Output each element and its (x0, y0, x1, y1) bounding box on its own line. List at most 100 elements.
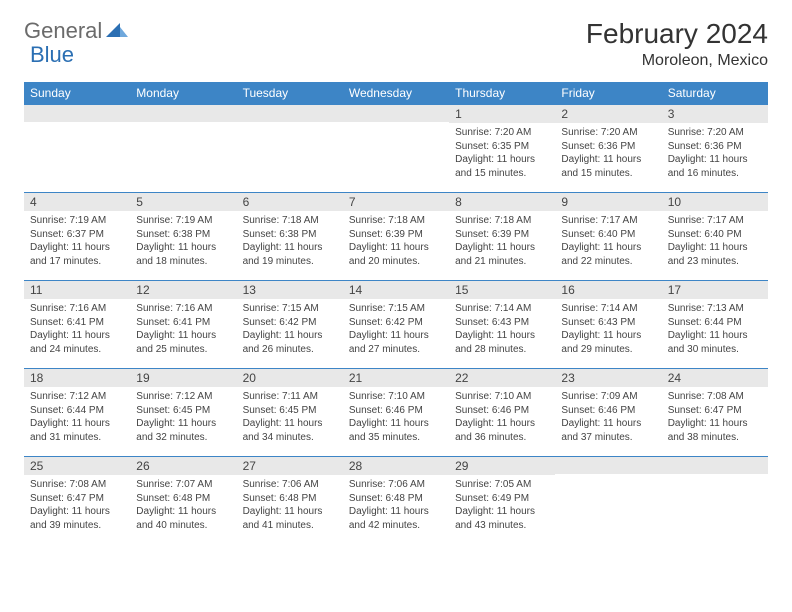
week-row: 18Sunrise: 7:12 AMSunset: 6:44 PMDayligh… (24, 369, 768, 457)
day-number: 25 (24, 457, 130, 475)
day-body: Sunrise: 7:15 AMSunset: 6:42 PMDaylight:… (237, 299, 343, 359)
day-cell: 10Sunrise: 7:17 AMSunset: 6:40 PMDayligh… (662, 193, 768, 281)
dow-cell: Thursday (449, 82, 555, 105)
day-body: Sunrise: 7:16 AMSunset: 6:41 PMDaylight:… (130, 299, 236, 359)
day-number: 13 (237, 281, 343, 299)
day-number: 24 (662, 369, 768, 387)
day-number: 21 (343, 369, 449, 387)
day-cell: 19Sunrise: 7:12 AMSunset: 6:45 PMDayligh… (130, 369, 236, 457)
day-cell: 9Sunrise: 7:17 AMSunset: 6:40 PMDaylight… (555, 193, 661, 281)
week-row: 11Sunrise: 7:16 AMSunset: 6:41 PMDayligh… (24, 281, 768, 369)
day-number: 29 (449, 457, 555, 475)
day-cell: 7Sunrise: 7:18 AMSunset: 6:39 PMDaylight… (343, 193, 449, 281)
day-number: 28 (343, 457, 449, 475)
dow-cell: Tuesday (237, 82, 343, 105)
day-cell: 17Sunrise: 7:13 AMSunset: 6:44 PMDayligh… (662, 281, 768, 369)
header: General February 2024 Moroleon, Mexico (24, 18, 768, 70)
day-cell: 21Sunrise: 7:10 AMSunset: 6:46 PMDayligh… (343, 369, 449, 457)
day-number: 16 (555, 281, 661, 299)
day-body: Sunrise: 7:20 AMSunset: 6:36 PMDaylight:… (555, 123, 661, 183)
day-body: Sunrise: 7:08 AMSunset: 6:47 PMDaylight:… (24, 475, 130, 535)
day-cell: 25Sunrise: 7:08 AMSunset: 6:47 PMDayligh… (24, 457, 130, 545)
empty-daynum-bar (237, 105, 343, 122)
day-body: Sunrise: 7:08 AMSunset: 6:47 PMDaylight:… (662, 387, 768, 447)
day-number: 18 (24, 369, 130, 387)
day-cell: 12Sunrise: 7:16 AMSunset: 6:41 PMDayligh… (130, 281, 236, 369)
location: Moroleon, Mexico (586, 52, 768, 70)
empty-daynum-bar (24, 105, 130, 122)
day-body: Sunrise: 7:06 AMSunset: 6:48 PMDaylight:… (343, 475, 449, 535)
week-row: 1Sunrise: 7:20 AMSunset: 6:35 PMDaylight… (24, 105, 768, 193)
day-body: Sunrise: 7:20 AMSunset: 6:36 PMDaylight:… (662, 123, 768, 183)
day-cell: 1Sunrise: 7:20 AMSunset: 6:35 PMDaylight… (449, 105, 555, 193)
day-body: Sunrise: 7:12 AMSunset: 6:45 PMDaylight:… (130, 387, 236, 447)
dow-cell: Friday (555, 82, 661, 105)
day-number: 27 (237, 457, 343, 475)
day-number: 26 (130, 457, 236, 475)
day-number: 2 (555, 105, 661, 123)
day-cell: 23Sunrise: 7:09 AMSunset: 6:46 PMDayligh… (555, 369, 661, 457)
day-body: Sunrise: 7:06 AMSunset: 6:48 PMDaylight:… (237, 475, 343, 535)
day-cell (343, 105, 449, 193)
empty-daynum-bar (130, 105, 236, 122)
day-cell: 24Sunrise: 7:08 AMSunset: 6:47 PMDayligh… (662, 369, 768, 457)
day-number: 22 (449, 369, 555, 387)
day-body: Sunrise: 7:17 AMSunset: 6:40 PMDaylight:… (662, 211, 768, 271)
day-body: Sunrise: 7:18 AMSunset: 6:39 PMDaylight:… (449, 211, 555, 271)
day-cell (555, 457, 661, 545)
month-title: February 2024 (586, 18, 768, 50)
week-row: 25Sunrise: 7:08 AMSunset: 6:47 PMDayligh… (24, 457, 768, 545)
day-number: 3 (662, 105, 768, 123)
day-cell: 5Sunrise: 7:19 AMSunset: 6:38 PMDaylight… (130, 193, 236, 281)
day-number: 11 (24, 281, 130, 299)
dow-cell: Wednesday (343, 82, 449, 105)
day-body: Sunrise: 7:09 AMSunset: 6:46 PMDaylight:… (555, 387, 661, 447)
logo-blue-row: Blue (30, 42, 74, 68)
day-body: Sunrise: 7:10 AMSunset: 6:46 PMDaylight:… (449, 387, 555, 447)
day-cell: 27Sunrise: 7:06 AMSunset: 6:48 PMDayligh… (237, 457, 343, 545)
logo-text-general: General (24, 18, 102, 44)
day-cell (130, 105, 236, 193)
empty-daynum-bar (662, 457, 768, 474)
day-body: Sunrise: 7:07 AMSunset: 6:48 PMDaylight:… (130, 475, 236, 535)
calendar-table: SundayMondayTuesdayWednesdayThursdayFrid… (24, 82, 768, 545)
triangle-icon (106, 21, 128, 42)
day-number: 10 (662, 193, 768, 211)
day-body: Sunrise: 7:19 AMSunset: 6:37 PMDaylight:… (24, 211, 130, 271)
day-number: 8 (449, 193, 555, 211)
day-body: Sunrise: 7:11 AMSunset: 6:45 PMDaylight:… (237, 387, 343, 447)
day-number: 1 (449, 105, 555, 123)
title-block: February 2024 Moroleon, Mexico (586, 18, 768, 70)
day-cell: 15Sunrise: 7:14 AMSunset: 6:43 PMDayligh… (449, 281, 555, 369)
day-cell: 11Sunrise: 7:16 AMSunset: 6:41 PMDayligh… (24, 281, 130, 369)
day-cell (662, 457, 768, 545)
day-cell: 16Sunrise: 7:14 AMSunset: 6:43 PMDayligh… (555, 281, 661, 369)
day-cell: 18Sunrise: 7:12 AMSunset: 6:44 PMDayligh… (24, 369, 130, 457)
day-body: Sunrise: 7:12 AMSunset: 6:44 PMDaylight:… (24, 387, 130, 447)
day-body: Sunrise: 7:17 AMSunset: 6:40 PMDaylight:… (555, 211, 661, 271)
day-number: 9 (555, 193, 661, 211)
day-cell: 4Sunrise: 7:19 AMSunset: 6:37 PMDaylight… (24, 193, 130, 281)
day-cell: 3Sunrise: 7:20 AMSunset: 6:36 PMDaylight… (662, 105, 768, 193)
day-number: 15 (449, 281, 555, 299)
empty-daynum-bar (343, 105, 449, 122)
day-number: 14 (343, 281, 449, 299)
day-body: Sunrise: 7:16 AMSunset: 6:41 PMDaylight:… (24, 299, 130, 359)
day-cell: 14Sunrise: 7:15 AMSunset: 6:42 PMDayligh… (343, 281, 449, 369)
day-number: 23 (555, 369, 661, 387)
day-cell: 8Sunrise: 7:18 AMSunset: 6:39 PMDaylight… (449, 193, 555, 281)
day-number: 19 (130, 369, 236, 387)
day-cell: 26Sunrise: 7:07 AMSunset: 6:48 PMDayligh… (130, 457, 236, 545)
dow-cell: Monday (130, 82, 236, 105)
week-row: 4Sunrise: 7:19 AMSunset: 6:37 PMDaylight… (24, 193, 768, 281)
day-body: Sunrise: 7:18 AMSunset: 6:39 PMDaylight:… (343, 211, 449, 271)
day-body: Sunrise: 7:19 AMSunset: 6:38 PMDaylight:… (130, 211, 236, 271)
day-cell: 13Sunrise: 7:15 AMSunset: 6:42 PMDayligh… (237, 281, 343, 369)
dow-row: SundayMondayTuesdayWednesdayThursdayFrid… (24, 82, 768, 105)
day-number: 20 (237, 369, 343, 387)
day-cell: 2Sunrise: 7:20 AMSunset: 6:36 PMDaylight… (555, 105, 661, 193)
day-cell: 28Sunrise: 7:06 AMSunset: 6:48 PMDayligh… (343, 457, 449, 545)
day-cell: 22Sunrise: 7:10 AMSunset: 6:46 PMDayligh… (449, 369, 555, 457)
logo-text-blue: Blue (30, 42, 74, 67)
day-body: Sunrise: 7:18 AMSunset: 6:38 PMDaylight:… (237, 211, 343, 271)
